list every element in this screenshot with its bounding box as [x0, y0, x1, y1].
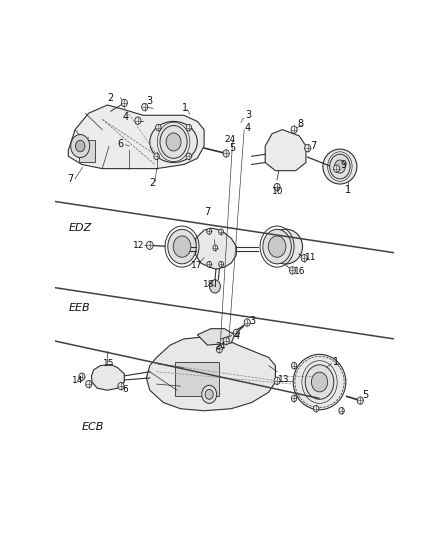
Circle shape — [213, 245, 218, 251]
Circle shape — [173, 236, 191, 257]
Circle shape — [263, 229, 291, 264]
Text: 10: 10 — [272, 187, 283, 196]
Circle shape — [202, 385, 217, 403]
Polygon shape — [68, 105, 204, 168]
Text: 1: 1 — [182, 103, 188, 113]
Circle shape — [333, 165, 339, 172]
Circle shape — [207, 261, 212, 267]
Ellipse shape — [323, 149, 357, 184]
Circle shape — [291, 395, 297, 402]
Circle shape — [305, 365, 334, 399]
Circle shape — [168, 229, 196, 264]
Ellipse shape — [293, 354, 346, 410]
Circle shape — [233, 329, 240, 336]
Circle shape — [141, 103, 148, 111]
Circle shape — [154, 153, 159, 159]
Circle shape — [357, 397, 363, 404]
Text: 7: 7 — [311, 141, 317, 151]
Circle shape — [304, 144, 311, 152]
Circle shape — [219, 261, 223, 267]
Text: 24: 24 — [224, 135, 236, 144]
Text: 24: 24 — [215, 342, 226, 351]
Text: 2: 2 — [107, 93, 113, 103]
Circle shape — [291, 126, 297, 133]
Text: 1: 1 — [333, 357, 339, 367]
Text: 18: 18 — [203, 280, 215, 289]
Text: 7: 7 — [204, 207, 210, 217]
Text: 12: 12 — [133, 241, 144, 250]
Circle shape — [274, 183, 280, 191]
Circle shape — [330, 154, 350, 179]
Polygon shape — [197, 329, 235, 345]
Text: 4: 4 — [233, 330, 240, 341]
Circle shape — [79, 373, 85, 381]
Text: 5: 5 — [230, 143, 236, 152]
Circle shape — [335, 160, 345, 173]
Circle shape — [166, 133, 181, 151]
Circle shape — [118, 383, 124, 390]
Text: 1: 1 — [345, 185, 351, 196]
Circle shape — [146, 241, 153, 249]
Circle shape — [301, 254, 307, 262]
Circle shape — [339, 407, 344, 414]
Text: 6: 6 — [123, 384, 128, 393]
Circle shape — [216, 345, 223, 353]
Text: 3: 3 — [249, 316, 255, 326]
Circle shape — [219, 229, 223, 235]
Text: 9: 9 — [340, 160, 346, 171]
Text: 16: 16 — [294, 267, 306, 276]
Text: EEB: EEB — [68, 303, 90, 313]
Circle shape — [290, 266, 295, 274]
Circle shape — [244, 319, 250, 326]
Circle shape — [274, 377, 280, 384]
Circle shape — [135, 117, 141, 124]
Text: 8: 8 — [297, 119, 303, 130]
Text: 13: 13 — [278, 375, 290, 384]
Circle shape — [209, 280, 220, 293]
Circle shape — [314, 406, 319, 412]
Text: 7: 7 — [67, 174, 74, 184]
Text: 17: 17 — [191, 261, 202, 270]
Circle shape — [160, 125, 187, 158]
Text: 3: 3 — [245, 110, 251, 120]
Circle shape — [268, 236, 286, 257]
Circle shape — [86, 381, 92, 388]
Circle shape — [186, 153, 191, 159]
Text: 15: 15 — [103, 359, 115, 368]
Text: 6: 6 — [117, 139, 124, 149]
Polygon shape — [265, 130, 306, 171]
Text: 14: 14 — [72, 376, 84, 385]
Polygon shape — [146, 337, 276, 411]
Polygon shape — [196, 228, 237, 269]
FancyBboxPatch shape — [175, 361, 219, 397]
Circle shape — [291, 362, 297, 369]
Circle shape — [207, 229, 212, 235]
Circle shape — [205, 390, 213, 399]
Circle shape — [223, 337, 229, 345]
Circle shape — [121, 99, 127, 107]
Text: 11: 11 — [305, 253, 317, 262]
Circle shape — [311, 372, 328, 392]
Ellipse shape — [150, 122, 197, 163]
Text: 2: 2 — [149, 178, 155, 188]
Ellipse shape — [268, 229, 303, 264]
Text: 4: 4 — [245, 124, 251, 133]
Polygon shape — [92, 365, 124, 390]
Circle shape — [71, 134, 90, 158]
FancyBboxPatch shape — [78, 140, 95, 163]
Text: ECB: ECB — [82, 422, 104, 432]
Circle shape — [75, 140, 85, 152]
Text: 5: 5 — [362, 390, 368, 400]
Text: 3: 3 — [146, 96, 152, 106]
Circle shape — [223, 150, 229, 157]
Text: EDZ: EDZ — [68, 223, 92, 233]
Circle shape — [186, 124, 191, 131]
Text: 4: 4 — [123, 112, 129, 122]
Circle shape — [155, 124, 161, 131]
